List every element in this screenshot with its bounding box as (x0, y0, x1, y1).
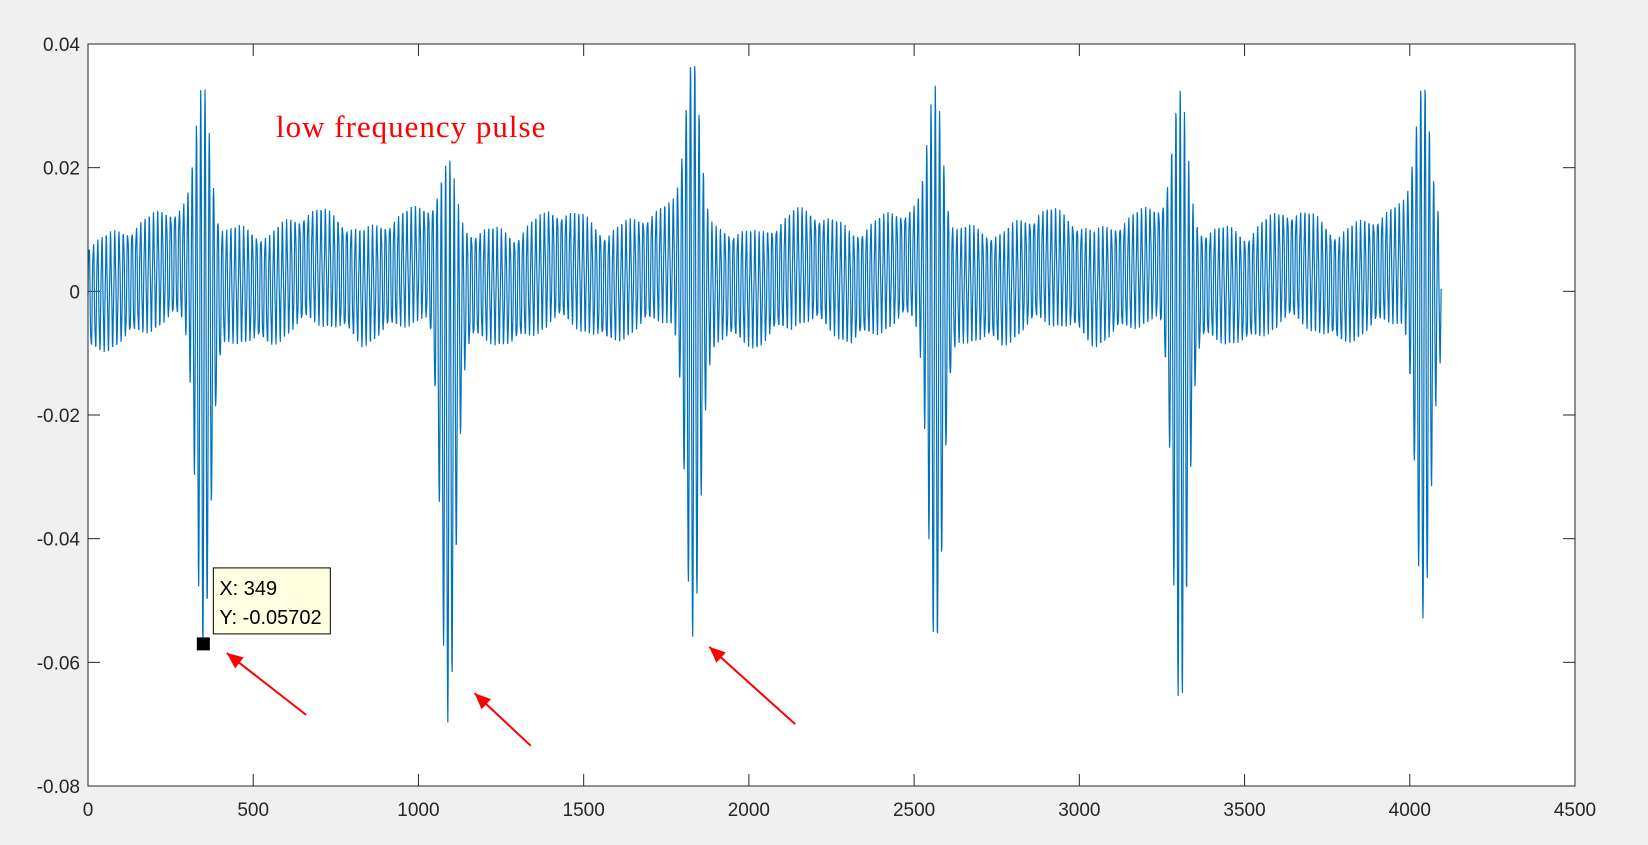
data-tip-marker[interactable] (196, 637, 210, 651)
x-tick-label: 2500 (893, 800, 935, 821)
y-tick-label: 0 (69, 282, 80, 303)
y-tick-label: 0.04 (43, 35, 80, 56)
x-tick-label: 0 (83, 800, 94, 821)
x-tick-label: 4500 (1554, 800, 1596, 821)
y-tick-label: -0.04 (37, 530, 81, 551)
annotation-arrow (226, 652, 307, 716)
plot-area (88, 44, 1575, 786)
x-tick-label: 4000 (1389, 800, 1431, 821)
data-tip-x-label: X: 349 (219, 578, 277, 600)
x-tick-label: 2000 (728, 800, 770, 821)
y-tick-label: 0.02 (43, 159, 80, 180)
x-axis: 0 500 1000 1500 2000 2500 3000 3500 4000 4500 (83, 44, 1596, 821)
data-tip-box (212, 567, 331, 635)
y-tick-label: -0.02 (37, 406, 80, 427)
data-tip[interactable]: X: 349 Y: -0.05702 (196, 567, 331, 651)
signal-series-line (87, 66, 1442, 723)
annotation-low-frequency-pulse: low frequency pulse (276, 109, 546, 144)
axes-box (87, 43, 1576, 787)
x-tick-label: 1500 (563, 800, 605, 821)
y-tick-label: -0.08 (37, 777, 80, 798)
x-tick-label: 3000 (1058, 800, 1100, 821)
y-tick-label: -0.06 (37, 653, 80, 674)
annotation-arrows (226, 646, 796, 747)
y-axis: -0.08 -0.06 -0.04 -0.02 0 0.02 0.04 (37, 35, 1575, 798)
x-tick-label: 3500 (1223, 800, 1265, 821)
x-tick-label: 500 (237, 800, 269, 821)
annotation-arrow (708, 646, 796, 725)
data-tip-y-label: Y: -0.05702 (219, 607, 321, 629)
x-tick-label: 1000 (397, 800, 439, 821)
annotation-arrow (473, 692, 532, 747)
